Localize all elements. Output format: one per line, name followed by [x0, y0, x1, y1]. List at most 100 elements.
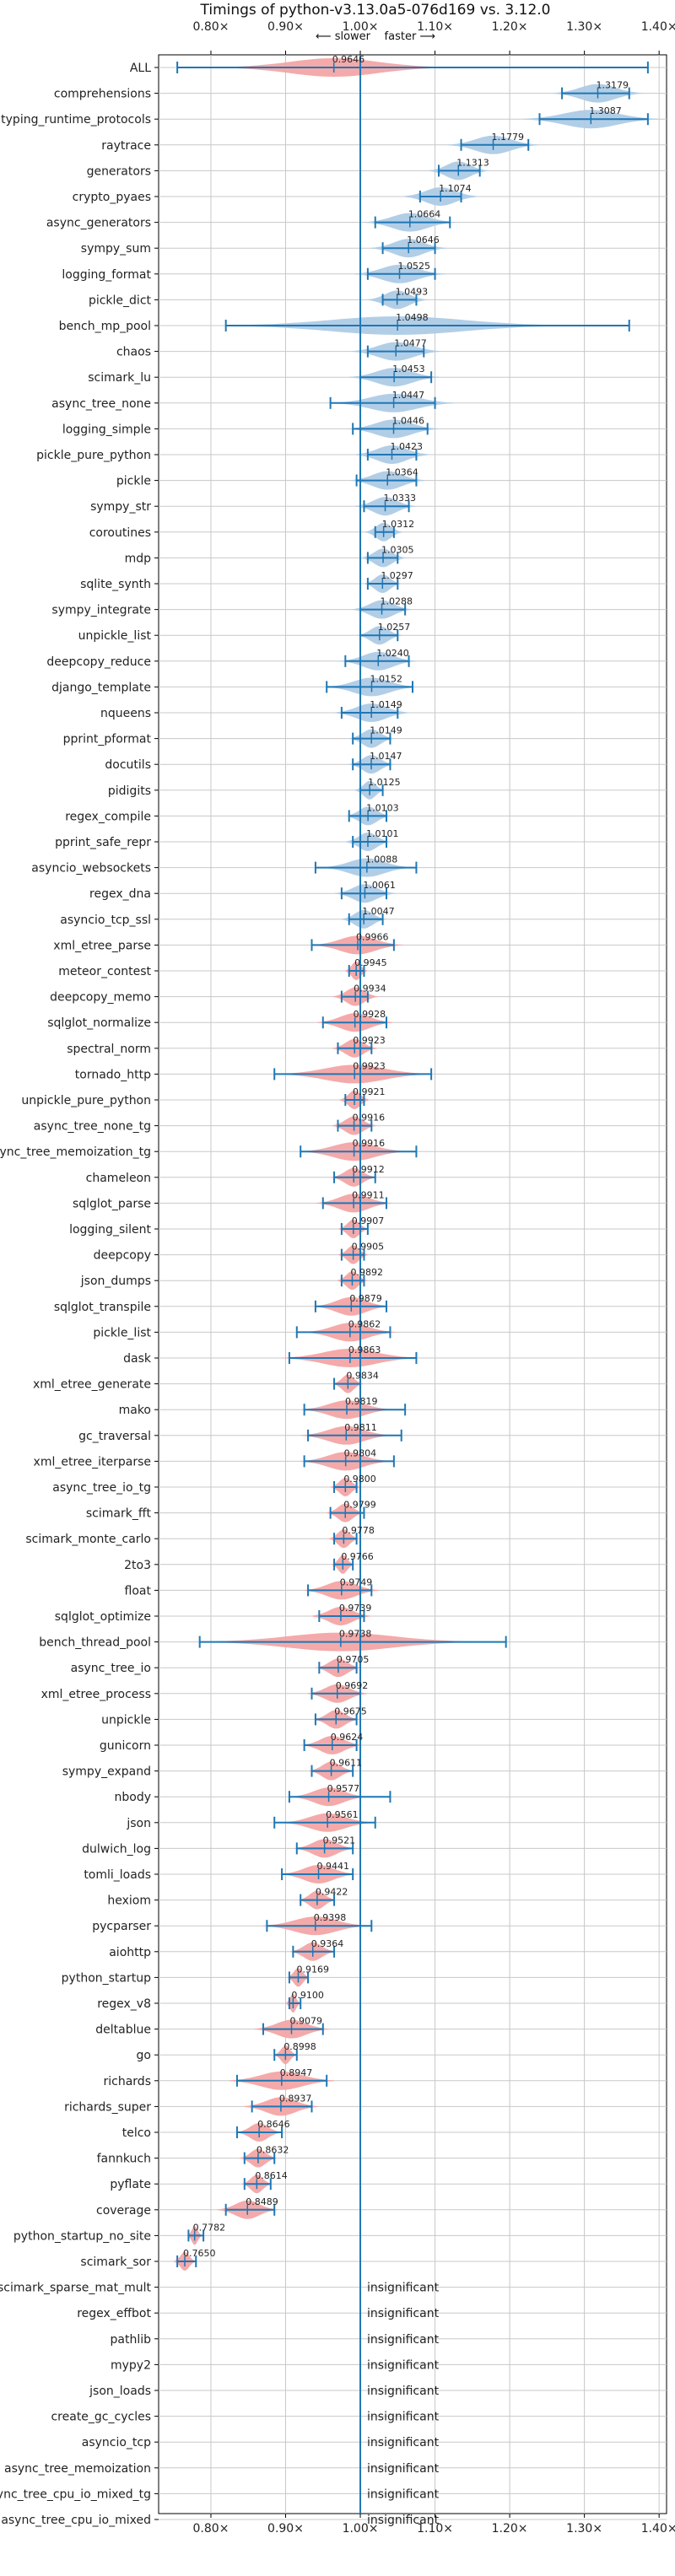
- data-label: 0.9766: [341, 1551, 374, 1562]
- y-tick-label: pathlib: [111, 2333, 152, 2347]
- insignificant-label: insignificant: [367, 2462, 440, 2476]
- data-label: 0.9923: [353, 1060, 386, 1071]
- data-label: 1.0364: [386, 467, 418, 478]
- y-tick-label: async_tree_none_tg: [34, 1120, 151, 1134]
- data-label: 1.0423: [390, 441, 423, 452]
- data-label: 0.9834: [346, 1371, 379, 1382]
- y-tick-label: pickle: [116, 475, 151, 488]
- data-label: 0.9577: [327, 1783, 360, 1794]
- y-tick-label: pickle_list: [93, 1326, 151, 1339]
- data-label: 1.0103: [366, 802, 399, 813]
- data-label: 0.7650: [183, 2248, 216, 2259]
- y-tick-label: richards: [104, 2075, 152, 2088]
- data-label: 0.9739: [339, 1603, 372, 1614]
- insignificant-label: insignificant: [367, 2385, 440, 2398]
- x-axis-top: 0.80× 0.90× 1.00× 1.10× 1.20× 1.30× 1.40×: [193, 20, 675, 55]
- data-label: 0.9100: [291, 1990, 324, 2001]
- y-tick-label: gunicorn: [100, 1739, 151, 1753]
- data-label: 0.8947: [280, 2067, 313, 2078]
- y-tick-label: xml_etree_parse: [53, 939, 151, 952]
- data-label: 1.0525: [398, 261, 431, 272]
- y-tick-label: scimark_sparse_mat_mult: [0, 2282, 152, 2295]
- chart-subtitle: ⟵ slower faster ⟶: [316, 30, 435, 43]
- y-tick-label: spectral_norm: [67, 1043, 151, 1056]
- data-label: 0.9800: [343, 1474, 376, 1485]
- y-tick-label: async_tree_memoization: [4, 2462, 151, 2476]
- y-tick-label: logging_simple: [62, 423, 151, 436]
- x-tick-label-bottom: 1.20×: [492, 2522, 528, 2536]
- y-tick-label: pickle_dict: [89, 294, 152, 307]
- data-label: 0.9799: [343, 1500, 376, 1511]
- y-tick-label: pprint_safe_repr: [55, 836, 151, 849]
- data-label: 0.9905: [352, 1242, 385, 1253]
- y-tick-label: fannkuch: [97, 2153, 151, 2166]
- data-label: 1.0477: [394, 338, 427, 349]
- y-tick-label: sympy_sum: [81, 242, 151, 256]
- data-label: 0.8614: [255, 2170, 288, 2181]
- data-label: 0.9749: [340, 1576, 373, 1587]
- y-tick-label: pidigits: [108, 784, 151, 798]
- y-tick-label: python_startup_no_site: [14, 2229, 151, 2243]
- data-label: 0.9863: [348, 1345, 381, 1355]
- y-tick-label: dulwich_log: [82, 1842, 151, 1856]
- y-tick-label: meteor_contest: [58, 965, 151, 978]
- data-label: 1.0061: [363, 880, 396, 891]
- data-label: 1.0447: [392, 390, 425, 401]
- data-label: 0.9778: [342, 1525, 375, 1536]
- data-label: 0.9945: [354, 957, 387, 968]
- y-tick-label: 2to3: [124, 1559, 151, 1572]
- data-label: 0.9521: [323, 1835, 356, 1846]
- y-tick-label: nbody: [115, 1791, 152, 1804]
- data-label: 0.9705: [337, 1654, 370, 1665]
- y-tick-label: mako: [119, 1404, 151, 1417]
- x-tick-label-bottom: 0.90×: [267, 2522, 304, 2536]
- y-tick-label: float: [125, 1584, 152, 1598]
- y-tick-label: deepcopy_reduce: [46, 655, 151, 669]
- data-label: 0.9561: [326, 1809, 359, 1820]
- chart-title: Timings of python-v3.13.0a5-076d169 vs. …: [199, 2, 550, 19]
- y-tick-label: scimark_fft: [86, 1507, 152, 1521]
- y-tick-label: async_tree_cpu_io_mixed_tg: [0, 2487, 151, 2501]
- insignificant-label: insignificant: [367, 2514, 440, 2527]
- x-tick-label-bottom: 1.30×: [566, 2522, 602, 2536]
- y-tick-label: raytrace: [101, 139, 151, 153]
- x-tick-label-bottom: 1.40×: [641, 2522, 675, 2536]
- data-label: 1.0152: [370, 673, 402, 684]
- insignificant-label: insignificant: [367, 2411, 440, 2424]
- y-tick-label: tomli_loads: [84, 1868, 151, 1882]
- data-label: 0.9912: [352, 1164, 385, 1175]
- y-tick-label: comprehensions: [54, 88, 151, 101]
- data-label: 1.0149: [370, 725, 402, 736]
- y-tick-label: django_template: [51, 681, 151, 694]
- data-label: 1.0305: [381, 544, 414, 555]
- data-label: 1.0125: [368, 777, 401, 788]
- y-tick-label: sqlglot_transpile: [54, 1301, 151, 1314]
- y-tick-label: telco: [122, 2126, 151, 2140]
- data-label: 1.1074: [439, 183, 472, 194]
- x-tick-label-bottom: 0.80×: [193, 2522, 230, 2536]
- y-tick-label: python_startup: [62, 1971, 151, 1985]
- y-tick-label: sqlglot_optimize: [55, 1610, 151, 1624]
- error-bars: [176, 62, 649, 2267]
- y-tick-label: dask: [123, 1352, 152, 1366]
- data-label: 0.9738: [339, 1629, 372, 1640]
- x-tick-label-top: 1.40×: [641, 20, 675, 34]
- data-label: 0.9611: [330, 1758, 363, 1769]
- data-label: 1.0333: [384, 493, 417, 504]
- y-tick-label: scimark_monte_carlo: [25, 1533, 151, 1546]
- grid: [154, 55, 667, 2520]
- data-label: 0.9916: [353, 1113, 386, 1124]
- data-label: 0.9892: [350, 1267, 383, 1278]
- data-label: 0.9916: [353, 1138, 386, 1149]
- y-tick-label: async_generators: [46, 217, 151, 230]
- data-label: 0.9966: [356, 931, 389, 942]
- data-label: 0.9921: [353, 1086, 386, 1097]
- y-tick-label: go: [137, 2049, 151, 2062]
- y-tick-label: scimark_sor: [80, 2255, 151, 2269]
- data-label: 1.0297: [381, 570, 413, 581]
- data-label: 0.8998: [284, 2041, 316, 2052]
- data-label: 1.0453: [392, 364, 425, 375]
- data-label: 0.8489: [246, 2196, 278, 2207]
